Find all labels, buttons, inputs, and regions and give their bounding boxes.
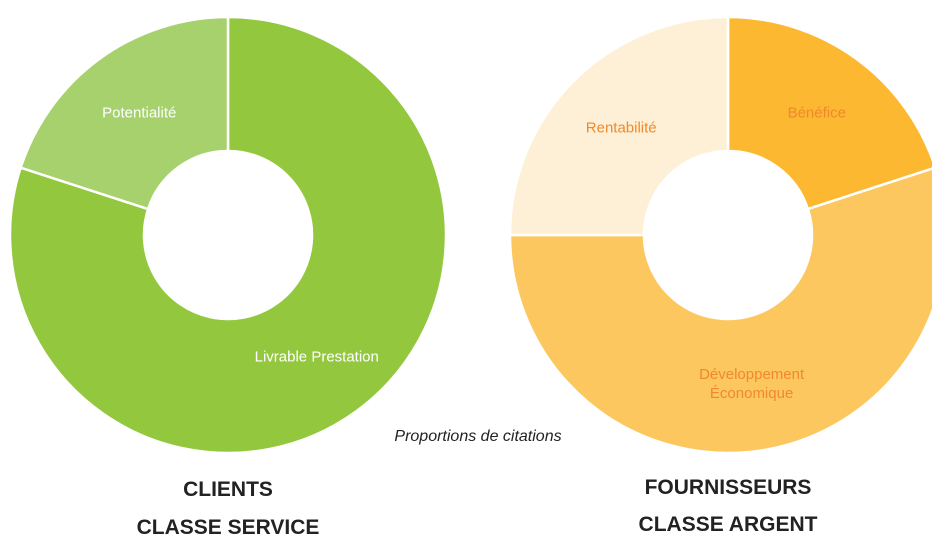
donut-slice (508, 15, 730, 237)
donut-slice (8, 15, 448, 455)
slice-label: Livrable Prestation (254, 348, 379, 366)
slice-label: Potentialité (102, 104, 177, 122)
caption: Proportions de citations (394, 428, 562, 445)
donut-slice (726, 15, 932, 211)
chart-title: FOURNISSEURS (644, 476, 812, 499)
chart-subtitle: CLASSE ARGENT (638, 513, 818, 536)
chart-subtitle: CLASSE SERVICE (136, 516, 320, 539)
donut-slice (19, 15, 230, 211)
donut-slice (508, 167, 932, 455)
slice-label: Développement Économique (699, 366, 805, 403)
slice-label: Rentabilité (585, 119, 657, 137)
chart-title: CLIENTS (183, 478, 273, 501)
slice-label: Bénéfice (787, 104, 846, 122)
